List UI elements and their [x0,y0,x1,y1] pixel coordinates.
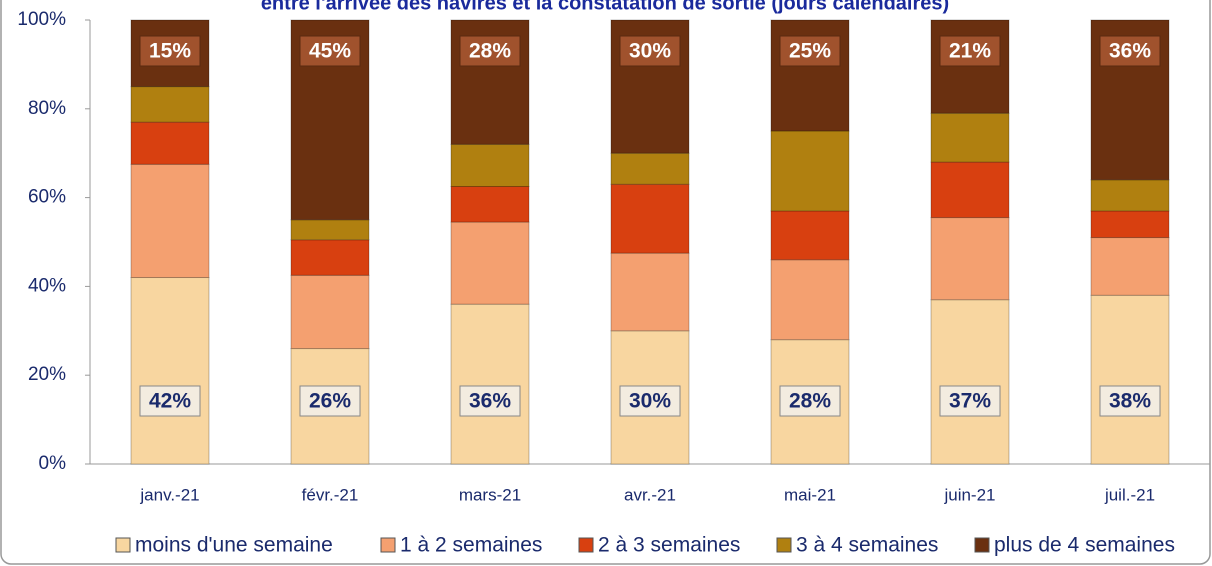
legend-swatch [380,537,396,553]
value-label: 38% [1109,390,1151,413]
label-box [459,35,521,67]
bar-segment [1090,237,1170,296]
y-tick-label: 80% [28,98,66,119]
bar-segment [290,274,370,350]
x-tick-label: mars-21 [459,485,521,504]
value-label: 30% [629,390,671,413]
bar-segment [1090,179,1170,212]
label-box [459,385,521,417]
bar-segment [930,19,1010,114]
label-box [619,385,681,417]
label-box [779,35,841,67]
bar-segment [930,161,1010,219]
value-label: 45% [309,40,351,63]
label-box [779,385,841,417]
legend-swatch [974,537,990,553]
bar-segment [930,299,1010,465]
value-label: 36% [1109,40,1151,63]
bar-segment [610,252,690,332]
label-box [619,35,681,67]
y-tick-label: 100% [17,9,66,30]
label-box [299,385,361,417]
legend-label: plus de 4 semaines [994,534,1175,557]
label-box [299,35,361,67]
x-tick-label: juil.-21 [1104,485,1155,504]
bar-segment [290,219,370,241]
y-tick-label: 60% [28,187,66,208]
legend-label: 3 à 4 semaines [796,534,938,557]
label-box [139,385,201,417]
value-label: 42% [149,390,191,413]
bar-segment [770,210,850,261]
value-label: 28% [789,390,831,413]
y-tick-label: 40% [28,275,66,296]
bar-segment [290,239,370,276]
legend-swatch [115,537,131,553]
chart-title: entre l'arrivée des navires et la consta… [261,0,949,14]
x-tick-label: juin-21 [943,485,995,504]
bar-segment [450,143,530,188]
bar-segment [1090,294,1170,465]
y-tick-label: 20% [28,364,66,385]
bar-segment [450,221,530,305]
bar-segment [130,121,210,165]
bar-segment [130,163,210,279]
bar-segment [610,152,690,185]
legend-label: moins d'une semaine [135,534,333,557]
value-label: 21% [949,40,991,63]
label-box [1099,385,1161,417]
label-box [139,35,201,67]
x-tick-label: févr.-21 [302,485,359,504]
label-box [1099,35,1161,67]
value-label: 30% [629,40,671,63]
x-tick-label: janv.-21 [139,485,199,504]
legend-label: 1 à 2 semaines [400,534,542,557]
x-tick-label: mai-21 [784,485,836,504]
bar-segment [930,112,1010,163]
value-label: 28% [469,40,511,63]
bar-segment [770,259,850,341]
legend-swatch [776,537,792,553]
bar-segment [930,217,1010,301]
label-box [939,385,1001,417]
value-label: 26% [309,390,351,413]
label-box [939,35,1001,67]
bar-segment [770,130,850,212]
value-label: 25% [789,40,831,63]
bar-segment [450,186,530,223]
x-tick-label: avr.-21 [624,485,676,504]
bar-segment [610,183,690,254]
bar-segment [130,86,210,123]
bar-segment [450,303,530,465]
value-label: 36% [469,390,511,413]
bar-segment [1090,210,1170,239]
legend-label: 2 à 3 semaines [598,534,740,557]
y-tick-label: 0% [39,453,67,474]
value-label: 37% [949,390,991,413]
bar-segment [130,277,210,465]
legend-swatch [578,537,594,553]
value-label: 15% [149,40,191,63]
